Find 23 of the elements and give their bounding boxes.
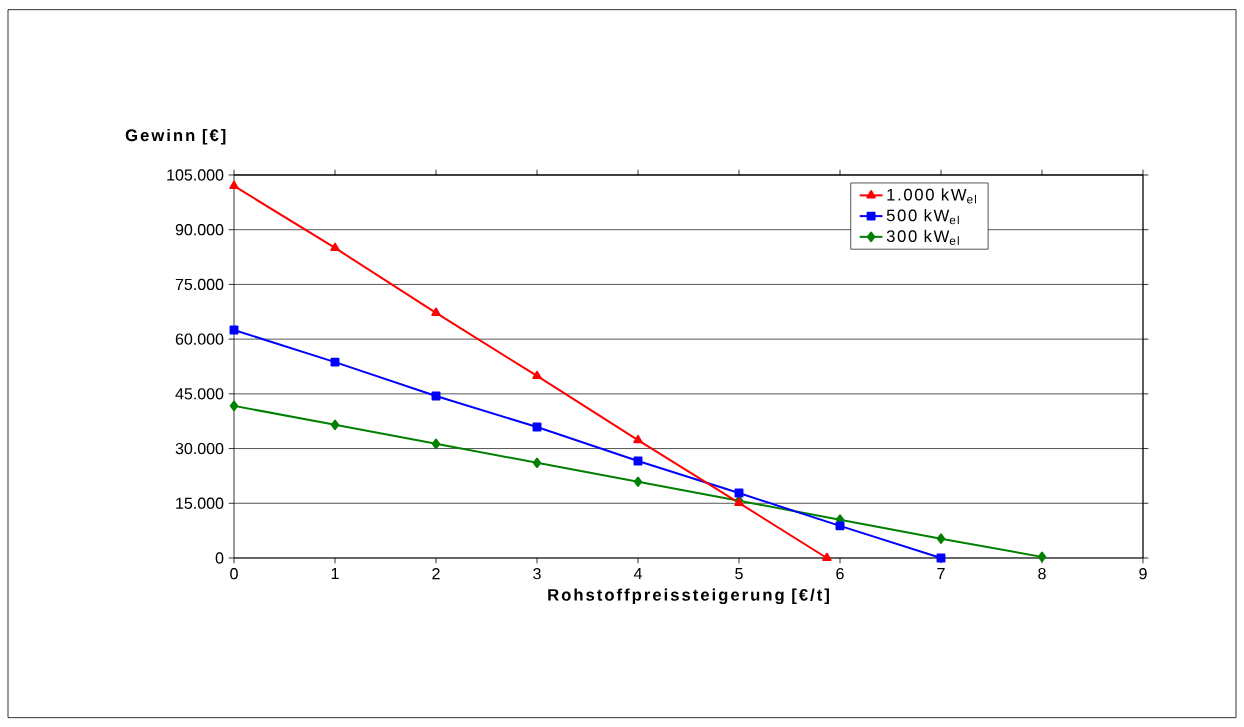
y-tick-label: 0 (215, 552, 224, 564)
x-axis-title: Rohstoffpreissteigerung [€/t] (548, 588, 829, 605)
y-tick-label: 75.000 (175, 278, 224, 291)
x-tick-label: 2 (432, 568, 440, 580)
y-tick-label: 15.000 (176, 497, 224, 509)
y-tick-label: 45.000 (175, 388, 224, 400)
x-tick-label: 1 (331, 568, 339, 580)
legend-label: 300 kW$_{el}$ (886, 229, 959, 245)
legend-label: 1.000 kW$_{el}$ (887, 188, 977, 204)
legend-label: 500 kW$_{el}$ (886, 209, 959, 225)
x-tick-label: 9 (1139, 568, 1147, 580)
y-tick-label: 60.000 (175, 333, 224, 345)
x-tick-label: 6 (836, 568, 844, 580)
y-tick-label: 30.000 (175, 442, 224, 455)
x-tick-label: 3 (533, 568, 541, 580)
x-tick-label: 8 (1038, 568, 1046, 580)
x-tick-label: 5 (735, 568, 743, 580)
x-tick-label: 4 (633, 568, 642, 580)
y-tick-label: 90.000 (175, 224, 224, 236)
y-axis-title: Gewinn [€] (125, 128, 226, 145)
x-tick-label: 7 (937, 568, 945, 580)
y-tick-label: 105.000 (167, 169, 224, 181)
x-tick-label: 0 (230, 568, 238, 580)
